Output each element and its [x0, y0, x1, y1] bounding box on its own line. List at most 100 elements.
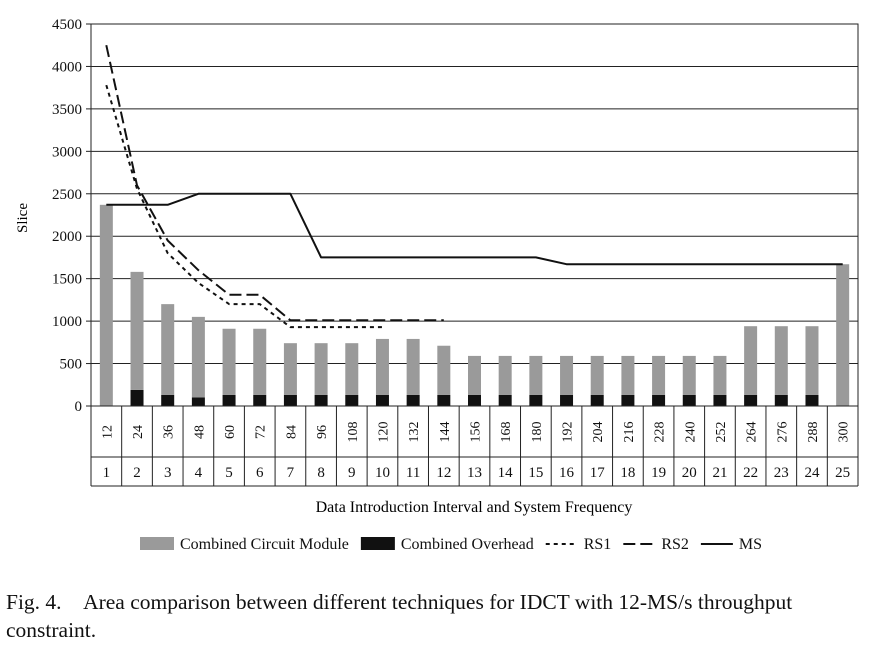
- bar-overhead: [191, 397, 205, 406]
- x-category-label: 23: [774, 465, 789, 481]
- bar-circuit-module: [774, 326, 788, 395]
- y-axis-label: Slice: [15, 203, 31, 233]
- y-tick-label: 3500: [52, 102, 82, 118]
- bar-circuit-module: [652, 355, 666, 395]
- y-tick-label: 1000: [52, 314, 82, 330]
- bar-overhead: [529, 394, 543, 406]
- y-tick-label: 2000: [52, 229, 82, 245]
- x-category-label: 9: [348, 465, 356, 481]
- bar-overhead: [468, 394, 481, 406]
- bar-circuit-module: [161, 304, 175, 395]
- bar-overhead: [652, 394, 666, 406]
- x-category-label: 17: [590, 465, 606, 481]
- figure-caption: Fig. 4. Area comparison between differen…: [6, 588, 872, 644]
- bar-circuit-module: [253, 328, 267, 395]
- x-frequency-label: 120: [377, 422, 392, 443]
- x-category-label: 14: [498, 465, 514, 481]
- legend-swatch-combined-overhead: [360, 537, 395, 550]
- bar-overhead: [253, 394, 267, 406]
- y-tick-label: 0: [75, 399, 83, 415]
- legend-label-combined-overhead: Combined Overhead: [401, 536, 534, 553]
- y-tick-label: 1500: [52, 272, 82, 288]
- bar-circuit-module: [529, 355, 543, 395]
- line-rs1: [105, 84, 383, 329]
- bar-overhead: [283, 394, 297, 406]
- bar-circuit-module: [406, 338, 420, 395]
- x-frequency-label: 96: [315, 425, 330, 439]
- x-frequency-label: 108: [346, 422, 361, 443]
- x-category-label: 4: [195, 465, 203, 481]
- bars: [99, 204, 850, 406]
- bar-overhead: [345, 394, 359, 406]
- bar-circuit-module: [560, 355, 574, 395]
- x-frequency-label: 276: [775, 422, 790, 443]
- x-category-label: 20: [682, 465, 697, 481]
- bar-circuit-module: [375, 338, 389, 395]
- x-category-label: 5: [225, 465, 233, 481]
- y-tick-label: 2500: [52, 187, 82, 203]
- x-category-label: 22: [743, 465, 758, 481]
- bar-circuit-module: [468, 355, 481, 395]
- x-category-label: 12: [436, 465, 451, 481]
- bar-overhead: [560, 394, 574, 406]
- bar-circuit-module: [222, 328, 236, 395]
- x-frequency-label: 204: [591, 422, 606, 443]
- bar-overhead: [314, 394, 328, 406]
- x-category-label: 6: [256, 465, 264, 481]
- x-category-label: 16: [559, 465, 575, 481]
- bar-overhead: [682, 394, 696, 406]
- x-frequency-label: 180: [530, 422, 545, 443]
- x-frequency-label: 192: [561, 422, 576, 443]
- x-frequency-label: 228: [653, 422, 668, 443]
- x-frequency-label: 300: [837, 422, 852, 443]
- caption-text: Area comparison between different techni…: [6, 590, 793, 642]
- x-frequency-label: 12: [100, 425, 115, 439]
- bar-circuit-module: [805, 326, 819, 395]
- x-frequency-label: 168: [499, 422, 514, 443]
- bar-overhead: [498, 394, 512, 406]
- x-frequency-label: 144: [438, 422, 453, 443]
- bar-circuit-module: [99, 204, 113, 406]
- x-category-label: 25: [835, 465, 850, 481]
- x-category-label: 13: [467, 465, 482, 481]
- x-frequency-label: 132: [407, 422, 422, 443]
- x-category-label: 2: [133, 465, 141, 481]
- y-axis: 0 500 1000 1500 2000 2500 3000 3500 4000 4500: [52, 17, 91, 415]
- legend: Combined Circuit Module Combined Overhead…: [140, 536, 762, 553]
- x-axis: 1212423634846057268479681089120101321114…: [90, 406, 859, 487]
- line-rs2: [105, 44, 444, 322]
- x-category-label: 15: [528, 465, 543, 481]
- bar-circuit-module: [314, 343, 328, 395]
- y-tick-label: 500: [60, 357, 83, 373]
- bar-circuit-module: [345, 343, 359, 395]
- bar-overhead: [437, 394, 451, 406]
- bar-overhead: [713, 394, 727, 406]
- x-frequency-label: 252: [714, 422, 729, 443]
- legend-label-rs1: RS1: [584, 536, 612, 553]
- series-lines: [105, 44, 843, 329]
- legend-swatch-combined-circuit-module: [140, 537, 174, 550]
- bar-circuit-module: [283, 343, 297, 395]
- x-category-label: 7: [287, 465, 295, 481]
- x-category-label: 19: [651, 465, 666, 481]
- x-category-label: 8: [317, 465, 325, 481]
- bar-circuit-module: [590, 355, 604, 395]
- x-category-label: 11: [406, 465, 420, 481]
- x-category-label: 21: [712, 465, 727, 481]
- x-category-label: 10: [375, 465, 390, 481]
- bar-circuit-module: [621, 355, 635, 395]
- chart-figure: 0 500 1000 1500 2000 2500 3000 3500 4000 4500 12 1…: [15, 17, 859, 553]
- x-frequency-label: 216: [622, 422, 637, 443]
- x-frequency-label: 24: [131, 425, 146, 439]
- x-frequency-label: 240: [683, 422, 698, 443]
- x-frequency-label: 48: [192, 425, 207, 439]
- x-category-label: 1: [103, 465, 111, 481]
- bar-circuit-module: [682, 355, 696, 395]
- y-tick-label: 4500: [52, 17, 82, 33]
- x-frequency-label: 84: [284, 425, 299, 439]
- bar-overhead: [375, 394, 389, 406]
- bar-circuit-module: [498, 355, 512, 395]
- bar-circuit-module: [130, 271, 144, 390]
- x-frequency-label: 36: [162, 425, 177, 439]
- bar-overhead: [130, 389, 144, 406]
